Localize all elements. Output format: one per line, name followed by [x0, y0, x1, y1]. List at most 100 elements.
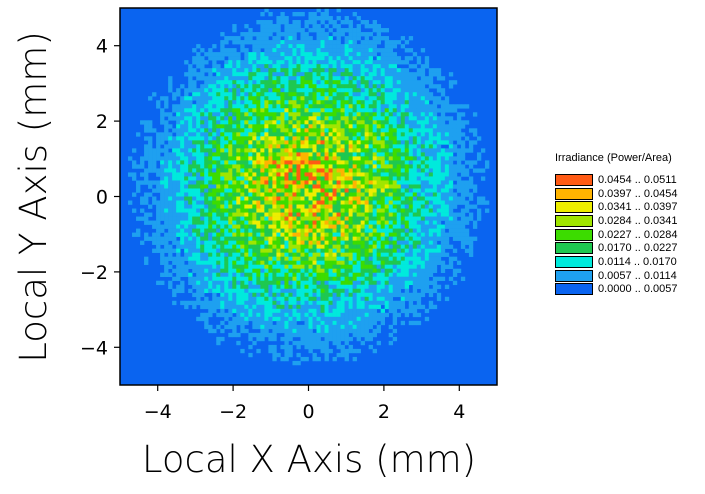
heatmap-cell [308, 320, 313, 326]
heatmap-cell [236, 92, 241, 97]
heatmap-cell [404, 128, 410, 133]
heatmap-cell [380, 164, 385, 169]
heatmap-cell [272, 80, 277, 85]
heatmap-cell [292, 216, 297, 221]
heatmap-cell [372, 20, 377, 25]
heatmap-cell [348, 124, 353, 129]
heatmap-cell [388, 208, 394, 213]
heatmap-cell [308, 160, 313, 165]
heatmap-cell [300, 64, 305, 69]
heatmap-cell [284, 296, 289, 302]
heatmap-cell [212, 152, 217, 157]
heatmap-cell [312, 260, 317, 265]
heatmap-cell [208, 72, 213, 77]
heatmap-cell [308, 312, 313, 318]
heatmap-cell [236, 296, 241, 302]
heatmap-cell [292, 240, 297, 245]
heatmap-cell [392, 64, 398, 69]
heatmap-cell [316, 268, 321, 273]
heatmap-cell [212, 104, 217, 109]
heatmap-cell [164, 180, 169, 185]
heatmap-cell [260, 56, 265, 61]
heatmap-cell [140, 196, 145, 201]
heatmap-cell [348, 276, 353, 282]
heatmap-cell [228, 332, 233, 338]
heatmap-cell [416, 228, 422, 233]
heatmap-cell [352, 72, 357, 77]
heatmap-cell [204, 124, 209, 129]
heatmap-cell [216, 272, 221, 278]
heatmap-cell [176, 256, 181, 261]
heatmap-cell [264, 68, 269, 73]
heatmap-cell [140, 208, 145, 213]
heatmap-cell [344, 92, 349, 97]
heatmap-cell [284, 56, 289, 61]
heatmap-cell [252, 116, 257, 121]
heatmap-cell [412, 280, 418, 286]
heatmap-cell [372, 260, 377, 265]
heatmap-cell [372, 208, 377, 213]
heatmap-cell [324, 240, 329, 245]
heatmap-cell [232, 236, 237, 241]
heatmap-cell [260, 332, 265, 338]
heatmap-cell [336, 92, 341, 97]
heatmap-cell [424, 244, 430, 249]
heatmap-cell [360, 184, 365, 189]
heatmap-cell [252, 40, 257, 45]
heatmap-cell [408, 216, 414, 221]
heatmap-cell [332, 120, 337, 125]
heatmap-cell [336, 164, 341, 169]
heatmap-cell [408, 276, 414, 282]
heatmap-cell [276, 24, 281, 29]
heatmap-cell [200, 68, 205, 73]
heatmap-cell [276, 284, 281, 290]
heatmap-cell [404, 264, 410, 269]
heatmap-cell [300, 36, 305, 41]
heatmap-cell [352, 156, 357, 161]
heatmap-cell [296, 60, 301, 65]
heatmap-cell [396, 72, 402, 77]
heatmap-cell [260, 132, 265, 137]
heatmap-cell [276, 296, 281, 302]
heatmap-cell [256, 292, 261, 298]
heatmap-cell [368, 104, 373, 109]
heatmap-cell [228, 104, 233, 109]
heatmap-cell [216, 288, 221, 294]
heatmap-cell [148, 136, 153, 141]
heatmap-cell [308, 240, 313, 245]
heatmap-cell [424, 164, 430, 169]
heatmap-cell [296, 300, 301, 306]
heatmap-cell [328, 68, 333, 73]
heatmap-cell [180, 240, 185, 245]
heatmap-cell [368, 284, 373, 290]
heatmap-cell [292, 300, 297, 306]
heatmap-cell [180, 160, 185, 165]
heatmap-cell [436, 188, 442, 193]
heatmap-cell [400, 248, 406, 253]
heatmap-cell [352, 168, 357, 173]
heatmap-cell [252, 276, 257, 282]
heatmap-cell [156, 240, 161, 245]
heatmap-cell [288, 220, 293, 225]
heatmap-cell [224, 200, 229, 205]
heatmap-cell [340, 176, 345, 181]
heatmap-cell [352, 68, 357, 73]
heatmap-cell [424, 80, 430, 85]
heatmap-cell [312, 104, 317, 109]
heatmap-cell [240, 224, 245, 229]
heatmap-cell [248, 220, 253, 225]
heatmap-cell [336, 304, 341, 310]
heatmap-cell [356, 240, 361, 245]
heatmap-cell [360, 220, 365, 225]
heatmap-cell [276, 244, 281, 249]
heatmap-cell [360, 136, 365, 141]
heatmap-cell [344, 248, 349, 253]
heatmap-cell [372, 48, 377, 53]
heatmap-cell [404, 200, 410, 205]
heatmap-cell [136, 228, 141, 233]
heatmap-cell [384, 288, 390, 294]
heatmap-cell [432, 212, 438, 217]
heatmap-cell [224, 124, 229, 129]
heatmap-cell [188, 132, 193, 137]
heatmap-cell [276, 312, 281, 318]
